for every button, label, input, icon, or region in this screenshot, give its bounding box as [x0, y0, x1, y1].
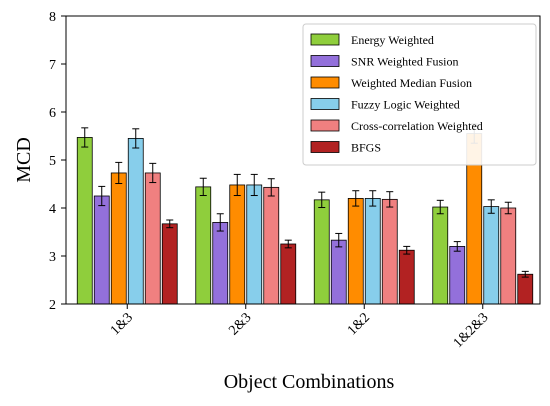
error-bar-6-3 [403, 245, 411, 255]
x-tick-label: 1&2 [345, 310, 373, 338]
y-tick-label: 8 [49, 10, 56, 25]
legend-swatch [310, 98, 340, 110]
bar-5-3 [381, 198, 398, 305]
legend: Energy Weighted SNR Weighted Fusion Weight… [302, 23, 537, 166]
error-bar-6-1 [166, 219, 174, 229]
bar-5-4 [500, 207, 517, 305]
legend-box [302, 23, 537, 166]
y-tick-label: 6 [49, 106, 56, 121]
legend-swatch [310, 76, 340, 89]
error-bar-2-2 [216, 213, 224, 232]
y-tick-label: 4 [49, 202, 56, 217]
bar-3-2 [229, 184, 246, 305]
bar-4-4 [483, 206, 500, 305]
bar-6-4 [517, 273, 534, 305]
x-tick-label: 1&3 [108, 310, 136, 338]
error-bar-4-3 [369, 190, 377, 207]
bar-5-2 [263, 186, 280, 305]
error-bar-1-3 [318, 191, 326, 209]
error-bar-5-1 [149, 162, 157, 184]
error-bar-3-3 [352, 190, 360, 207]
y-axis-label: MCD [13, 137, 35, 183]
error-bar-1-2 [199, 177, 207, 197]
error-bar-3-2 [233, 173, 241, 197]
error-bar-1-1 [81, 127, 89, 148]
legend-swatch [310, 119, 340, 132]
bar-3-1 [110, 172, 127, 305]
error-bar-1-4 [436, 199, 444, 215]
legend-entry: BFGS [351, 141, 381, 155]
legend-entry: Energy Weighted [351, 33, 434, 47]
x-tick-label: 2&3 [226, 310, 254, 338]
error-bar-4-2 [250, 173, 258, 197]
error-bar-3-1 [115, 161, 123, 185]
bar-1-2 [195, 186, 212, 305]
bar-2-3 [330, 239, 347, 305]
bar-5-1 [144, 172, 161, 305]
bars-layer [76, 123, 534, 305]
legend-entry: Cross-correlation Weighted [351, 119, 483, 133]
error-bar-5-3 [386, 191, 394, 208]
x-tick-label: 1&2&3 [451, 310, 492, 351]
error-bar-5-4 [504, 201, 512, 215]
error-bar-6-4 [521, 270, 529, 278]
bar-6-2 [280, 243, 297, 305]
y-tick-label: 5 [49, 154, 56, 169]
legend-swatch [310, 55, 340, 67]
bar-1-3 [313, 199, 330, 305]
bar-2-1 [93, 195, 110, 305]
bar-1-1 [76, 137, 93, 305]
y-tick-label: 7 [49, 58, 56, 73]
y-tick-label: 2 [49, 298, 56, 313]
bar-3-3 [347, 197, 364, 305]
legend-swatch [310, 33, 340, 46]
legend-entry: SNR Weighted Fusion [351, 55, 459, 69]
error-bar-5-2 [267, 178, 275, 197]
y-tick-label: 3 [49, 250, 56, 265]
error-bar-2-1 [98, 185, 106, 207]
error-bar-2-3 [335, 232, 343, 248]
error-bar-4-1 [132, 128, 140, 149]
error-bar-6-2 [284, 239, 292, 249]
error-bar-4-4 [487, 199, 495, 214]
bar-4-2 [246, 184, 263, 305]
legend-entry: Fuzzy Logic Weighted [351, 98, 460, 112]
bar-6-3 [398, 249, 415, 305]
bar-1-4 [432, 206, 449, 305]
bar-4-1 [127, 137, 144, 305]
legend-entry: Weighted Median Fusion [351, 76, 472, 90]
x-axis-label: Object Combinations [224, 371, 395, 393]
bar-6-1 [161, 223, 178, 305]
bar-2-4 [449, 245, 466, 305]
bar-4-3 [364, 197, 381, 305]
legend-swatch [310, 141, 340, 153]
bar-2-2 [212, 221, 229, 305]
error-bar-2-4 [453, 241, 461, 252]
